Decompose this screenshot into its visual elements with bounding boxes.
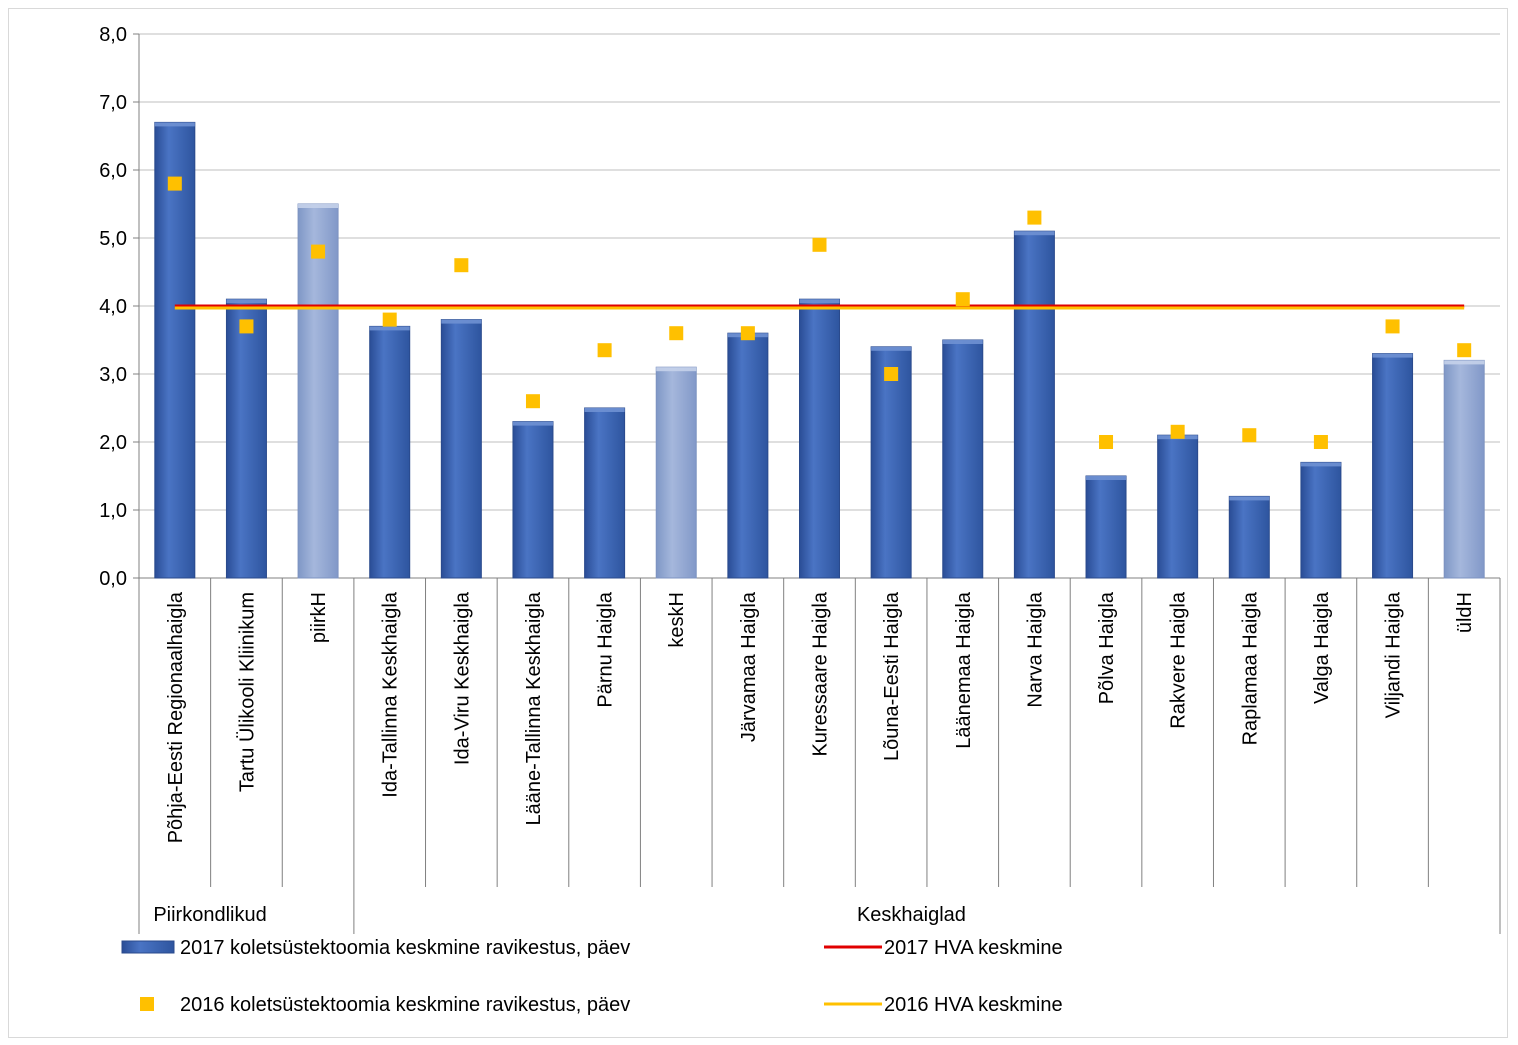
bar-13: [1013, 230, 1055, 579]
bar-2: [225, 298, 267, 579]
bar-12: [942, 339, 984, 579]
marker-2016-1: [167, 176, 182, 191]
bar-top-highlight: [1014, 231, 1055, 236]
category-label: Valga Haigla: [1311, 591, 1333, 704]
bar-top-highlight: [226, 299, 267, 304]
legend: 2017 koletsüstektoomia keskmine ravikest…: [121, 937, 1063, 1016]
category-label: Põhja-Eesti Regionaalhaigla: [165, 591, 187, 843]
y-tick-label: 5,0: [99, 228, 127, 250]
marker-2016-5: [454, 258, 469, 273]
category-label: üldH: [1454, 592, 1476, 633]
category-label: Narva Haigla: [1024, 591, 1046, 707]
marker-2016-10: [812, 237, 827, 252]
legend-label: 2016 koletsüstektoomia keskmine ravikest…: [180, 994, 630, 1016]
marker-2016-18: [1385, 319, 1400, 334]
legend-swatch-bar: [121, 940, 175, 954]
bar-top-highlight: [512, 421, 553, 426]
y-tick-label: 0,0: [99, 568, 127, 590]
bar-top-highlight: [1300, 462, 1341, 467]
category-label: Pärnu Haigla: [595, 591, 617, 708]
bar-top-highlight: [871, 346, 912, 351]
group-label: Keskhaiglad: [857, 904, 966, 926]
bar-19: [1443, 359, 1485, 579]
marker-2016-9: [740, 326, 755, 341]
y-tick-label: 4,0: [99, 296, 127, 318]
bar-1: [154, 121, 196, 579]
bar-11: [870, 346, 912, 579]
bar-top-highlight: [369, 326, 410, 331]
marker-2016-4: [382, 312, 397, 327]
category-label: piirkH: [308, 592, 330, 643]
bar-top-highlight: [1086, 476, 1127, 480]
group-label: Piirkondlikud: [153, 904, 266, 926]
average-lines: [174, 304, 1465, 310]
bar-top-highlight: [1372, 353, 1413, 358]
legend-label: 2017 koletsüstektoomia keskmine ravikest…: [180, 937, 630, 959]
category-label: Ida-Tallinna Keskhaigla: [380, 591, 402, 798]
category-label: Raplamaa Haigla: [1239, 591, 1261, 745]
y-tick-label: 8,0: [99, 24, 127, 46]
chart: 0,0 1,0 2,0 3,0 4,0 5,0 6,0 7,0 8,0 Põhja-Eesti …: [99, 24, 1501, 1016]
bar-top-highlight: [154, 122, 195, 127]
marker-2016-12: [955, 292, 970, 307]
marker-2016-3: [311, 244, 326, 259]
bar-top-highlight: [441, 319, 482, 324]
bar-14: [1085, 475, 1127, 579]
bar-top-highlight: [1444, 360, 1485, 365]
marker-2016-14: [1099, 435, 1114, 449]
bar-3: [297, 203, 339, 579]
markers-2016: [167, 176, 1472, 449]
y-tick-label: 1,0: [99, 500, 127, 522]
bar-10: [799, 298, 840, 579]
category-label: Põlva Haigla: [1096, 591, 1118, 704]
category-labels: Põhja-Eesti Regionaalhaigla Tartu Ülikool…: [153, 591, 1476, 926]
marker-2016-2: [239, 319, 254, 334]
bars: [154, 121, 1485, 579]
bar-8: [655, 366, 697, 579]
category-label: Tartu Ülikooli Kliinikum: [236, 592, 258, 792]
legend-label: 2017 HVA keskmine: [884, 937, 1063, 959]
bar-18: [1372, 353, 1414, 579]
bar-top-highlight: [942, 340, 983, 344]
y-tick-label: 2,0: [99, 432, 127, 454]
marker-2016-13: [1027, 210, 1042, 225]
category-label: Kuressaare Haigla: [810, 591, 832, 756]
bar-16: [1228, 495, 1270, 579]
marker-2016-17: [1313, 435, 1328, 449]
category-label: Järvamaa Haigla: [738, 591, 760, 742]
marker-2016-15: [1170, 424, 1185, 439]
bar-top-highlight: [1229, 496, 1270, 501]
chart-frame: 0,0 1,0 2,0 3,0 4,0 5,0 6,0 7,0 8,0 Põhja-Eesti …: [8, 8, 1508, 1038]
bar-4: [369, 325, 411, 579]
bar-top-highlight: [799, 299, 840, 304]
marker-2016-19: [1457, 343, 1472, 358]
bar-top-highlight: [298, 204, 339, 208]
y-tick-label: 3,0: [99, 364, 127, 386]
bar-7: [584, 407, 626, 579]
marker-2016-11: [884, 367, 899, 381]
bar-top-highlight: [656, 367, 697, 372]
marker-2016-7: [597, 343, 612, 358]
marker-2016-8: [669, 326, 684, 341]
legend-swatch-marker: [140, 997, 154, 1011]
bar-5: [440, 319, 482, 579]
bar-15: [1157, 434, 1199, 579]
bar-9: [727, 332, 769, 579]
bar-6: [512, 421, 554, 579]
marker-2016-6: [525, 394, 540, 409]
category-label: keskH: [666, 592, 688, 648]
category-label: Läänemaa Haigla: [953, 591, 975, 749]
category-label: Lääne-Tallinna Keskhaigla: [523, 591, 545, 825]
marker-2016-16: [1242, 428, 1257, 443]
bar-17: [1300, 461, 1342, 579]
legend-label: 2016 HVA keskmine: [884, 994, 1063, 1016]
category-label: Ida-Viru Keskhaigla: [451, 591, 473, 765]
y-tick-label: 7,0: [99, 92, 127, 114]
category-label: Lõuna-Eesti Haigla: [881, 591, 903, 761]
category-label: Rakvere Haigla: [1168, 591, 1190, 729]
bar-top-highlight: [584, 408, 625, 412]
y-tick-label: 6,0: [99, 160, 127, 182]
category-label: Viljandi Haigla: [1383, 591, 1405, 718]
